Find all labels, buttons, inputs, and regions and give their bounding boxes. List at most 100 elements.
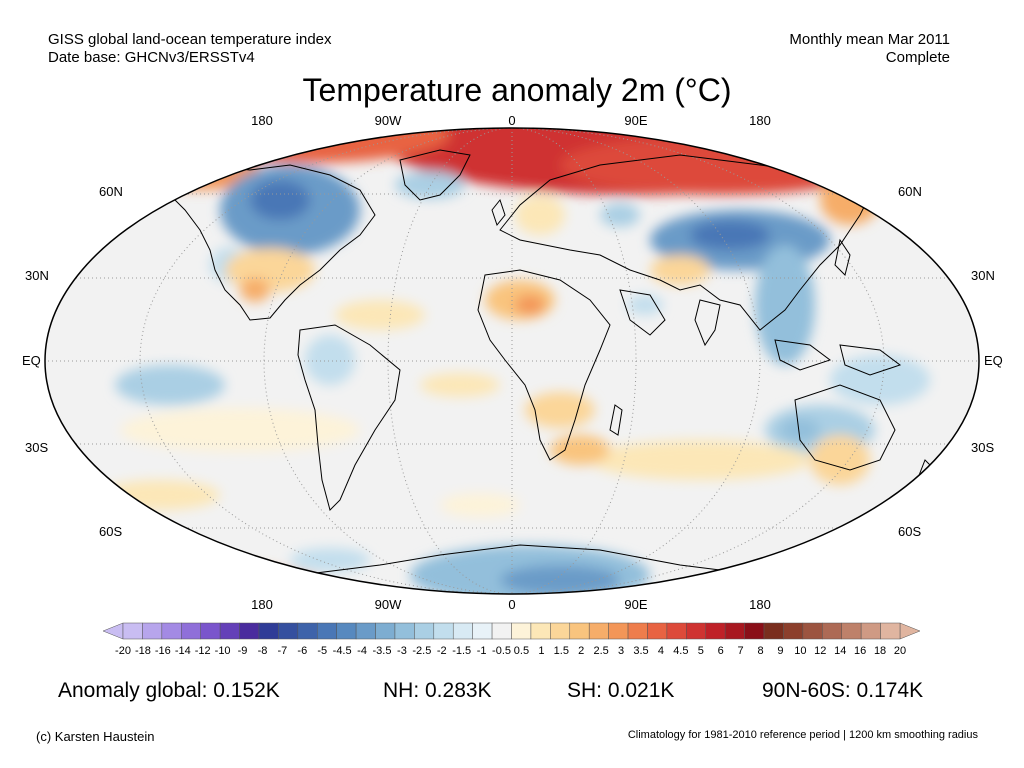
colorbar-tick-label: -16	[154, 645, 171, 657]
colorbar-swatch	[627, 622, 648, 640]
colorbar-tick-label: -12	[194, 645, 211, 657]
lat-label-right-30n: 30N	[971, 268, 995, 283]
colorbar-swatch	[647, 622, 668, 640]
colorbar-tick-label: -20	[115, 645, 131, 657]
colorbar-tick-label: -6	[297, 645, 308, 657]
lon-label-top-0: 0	[508, 113, 516, 128]
anomaly-90n-60s: 90N-60S: 0.174K	[762, 679, 924, 702]
lat-label-right-eq: EQ	[984, 353, 1003, 368]
colorbar-tick-label: 16	[854, 645, 867, 657]
colorbar-swatch	[161, 622, 182, 640]
colorbar-tick-label: -10	[214, 645, 231, 657]
colorbar-tick-label: 3	[618, 645, 625, 657]
colorbar-tick-label: 3.5	[633, 645, 649, 657]
colorbar-tick-label: 1	[538, 645, 545, 657]
colorbar-swatch	[608, 622, 629, 640]
lon-label-bottom-90e: 90E	[624, 597, 648, 612]
graticule	[45, 128, 979, 594]
colorbar-tick-label: -14	[174, 645, 191, 657]
colorbar-swatch	[511, 622, 532, 640]
lat-label-left-60s: 60S	[99, 524, 123, 539]
colorbar-tick-label: -1	[476, 645, 487, 657]
colorbar-swatch	[802, 622, 823, 640]
map-title: Temperature anomaly 2m (°C)	[302, 72, 732, 108]
lon-label-bottom-90w: 90W	[374, 597, 402, 612]
colorbar-tick-label: 7	[737, 645, 744, 657]
colorbar-swatch	[336, 622, 357, 640]
colorbar-tick-label: -3.5	[372, 645, 392, 657]
colorbar-tick-label: -9	[237, 645, 248, 657]
colorbar-swatch	[200, 622, 221, 640]
colorbar-swatch	[666, 622, 687, 640]
colorbar-swatch	[686, 622, 707, 640]
lat-label-left-60n: 60N	[99, 184, 123, 199]
colorbar-tick-label: 14	[834, 645, 847, 657]
lat-label-left-eq: EQ	[22, 353, 41, 368]
anomaly-global: Anomaly global: 0.152K	[58, 679, 280, 702]
lon-label-bottom-0: 0	[508, 597, 516, 612]
colorbar-tick-label: -1.5	[452, 645, 472, 657]
colorbar-swatch	[278, 622, 299, 640]
colorbar-swatch	[394, 622, 415, 640]
colorbar-swatch	[763, 622, 784, 640]
colorbar-swatch	[783, 622, 804, 640]
colorbar-tick-label: 2	[578, 645, 585, 657]
colorbar-swatch	[724, 622, 745, 640]
colorbar-swatch	[472, 622, 493, 640]
colorbar-tick-label: -7	[277, 645, 288, 657]
colorbar-tick-label: -5	[317, 645, 328, 657]
colorbar-swatch	[122, 622, 143, 640]
colorbar-swatch	[705, 622, 726, 640]
colorbar-tick-label: 1.5	[553, 645, 569, 657]
colorbar-swatch	[588, 622, 609, 640]
anomaly-field	[45, 128, 979, 594]
colorbar-arrow-right	[899, 622, 921, 640]
colorbar-tick-label: -4.5	[332, 645, 352, 657]
colorbar-swatch	[297, 622, 318, 640]
colorbar-arrow-left	[102, 622, 124, 640]
colorbar-tick-label: 9	[777, 645, 784, 657]
colorbar-tick-label: 5	[697, 645, 704, 657]
colorbar-swatch	[355, 622, 376, 640]
completeness-label: Complete	[885, 49, 950, 66]
colorbar-swatch	[860, 622, 881, 640]
colorbar-tick-label: -8	[257, 645, 268, 657]
colorbar-tick-label: -2.5	[412, 645, 432, 657]
colorbar-tick-label: 4	[657, 645, 664, 657]
period-label: Monthly mean Mar 2011	[789, 31, 950, 48]
colorbar-tick-label: 20	[893, 645, 907, 657]
lon-label-top-180e: 180	[749, 113, 771, 128]
colorbar-swatch	[452, 622, 473, 640]
colorbar-swatch	[317, 622, 337, 640]
lon-label-bottom-180w: 180	[251, 597, 273, 612]
colorbar-tick-label: 4.5	[673, 645, 689, 657]
colorbar-swatch	[142, 622, 163, 640]
colorbar-swatch	[181, 622, 201, 640]
colorbar-tick-label: 10	[794, 645, 807, 657]
colorbar-tick-label: 8	[757, 645, 764, 657]
globe-outline	[44, 127, 980, 595]
colorbar-swatch	[433, 622, 454, 640]
colorbar-tick-label: -0.5	[492, 645, 512, 657]
colorbar-tick-label: 2.5	[593, 645, 609, 657]
anomaly-sh: SH: 0.021K	[567, 679, 675, 702]
colorbar-swatch	[880, 622, 901, 640]
anomaly-nh: NH: 0.283K	[383, 679, 492, 702]
copyright: (c) Karsten Haustein	[36, 729, 155, 744]
colorbar-tick-label: 6	[717, 645, 724, 657]
lat-label-left-30n: 30N	[25, 268, 49, 283]
lat-label-left-30s: 30S	[25, 440, 49, 455]
colorbar-swatch	[414, 622, 435, 640]
lon-label-top-90e: 90E	[624, 113, 648, 128]
colorbar-tick-label: -18	[134, 645, 151, 657]
colorbar-swatch	[841, 622, 862, 640]
colorbar-tick-label: 18	[873, 645, 887, 657]
lat-label-right-60s: 60S	[898, 524, 922, 539]
lon-label-top-180w: 180	[251, 113, 273, 128]
colorbar	[102, 622, 921, 640]
colorbar-swatch	[550, 622, 571, 640]
data-base-label: Date base: GHCNv3/ERSSTv4	[48, 49, 255, 66]
colorbar-swatch	[822, 622, 842, 640]
lon-label-bottom-180e: 180	[749, 597, 771, 612]
